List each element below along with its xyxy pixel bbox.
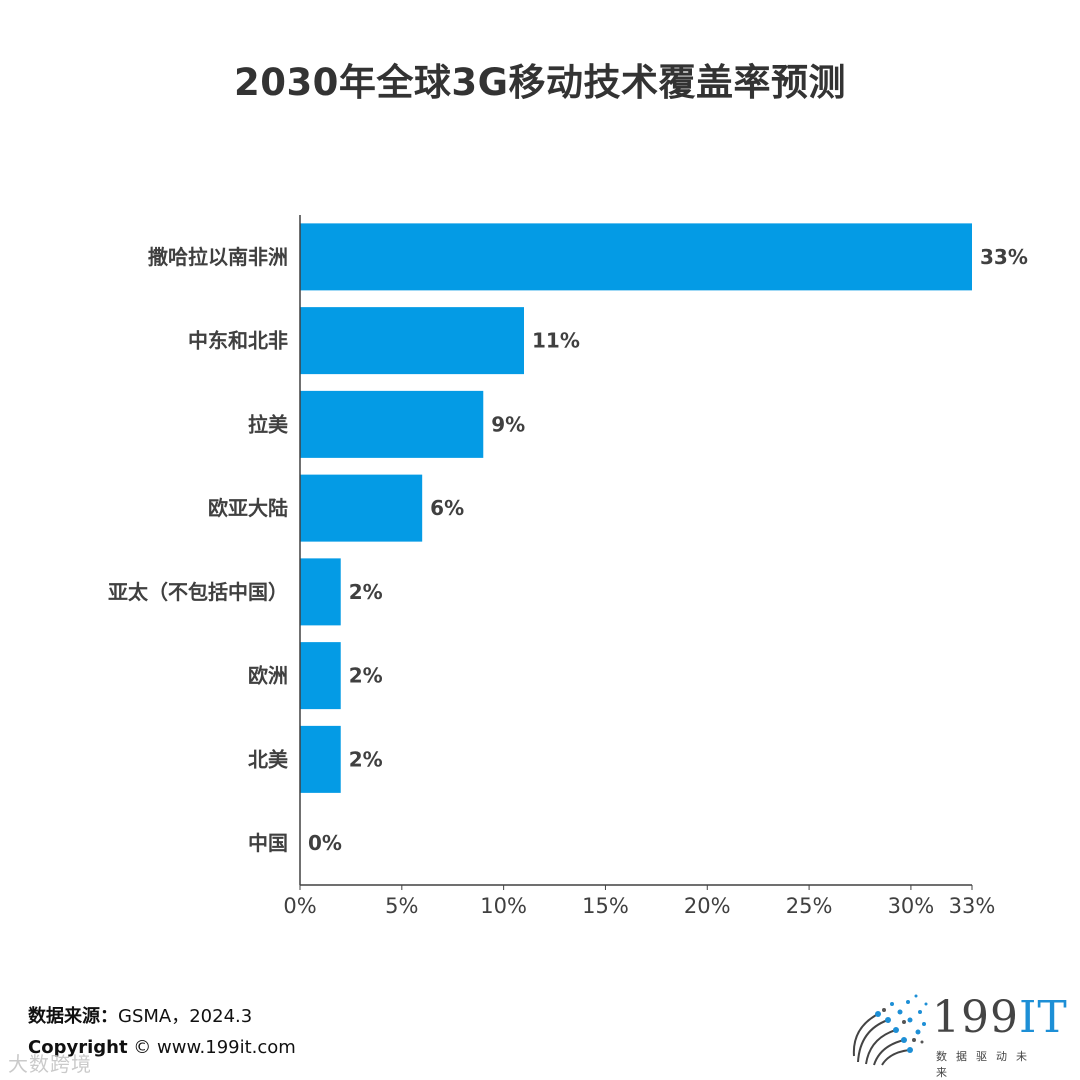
source-text: GSMA，2024.3	[118, 1006, 253, 1027]
value-label: 6%	[430, 496, 464, 520]
category-label: 欧亚大陆	[208, 496, 288, 520]
value-label: 9%	[491, 412, 525, 436]
bar-1	[300, 307, 524, 375]
logo-main-text: 199	[932, 992, 1019, 1043]
logo-tagline: 数据驱动未来	[936, 1050, 1036, 1079]
199it-logo: 199IT 数据驱动未来	[848, 990, 1067, 1079]
x-tick-label: 33%	[949, 894, 996, 918]
category-label: 拉美	[248, 412, 289, 436]
category-label: 撒哈拉以南非洲	[148, 245, 288, 269]
watermark-text: 大数跨境	[8, 1052, 92, 1076]
bar-2	[300, 390, 484, 458]
x-tick-label: 5%	[385, 894, 418, 918]
bar-6	[300, 725, 341, 793]
logo-wordmark: 199IT	[932, 992, 1068, 1043]
bar-3	[300, 474, 423, 542]
x-tick-label: 15%	[582, 894, 629, 918]
x-tick-label: 25%	[786, 894, 833, 918]
value-label: 2%	[349, 747, 383, 771]
bar-0	[300, 223, 972, 291]
logo-dots-icon	[852, 994, 928, 1066]
category-label: 欧洲	[248, 664, 288, 688]
value-label: 2%	[349, 580, 383, 604]
logo-accent-text: IT	[1018, 992, 1068, 1043]
chart-title: 2030年全球3G移动技术覆盖率预测	[233, 61, 847, 104]
value-label: 0%	[308, 831, 342, 855]
value-label: 11%	[532, 329, 580, 353]
category-label: 北美	[248, 747, 289, 771]
x-tick-label: 10%	[480, 894, 527, 918]
copyright: Copyright © www.199it.com	[28, 1037, 296, 1058]
copyright-text: © www.199it.com	[133, 1037, 296, 1058]
source-label: 数据来源：	[28, 1006, 118, 1027]
copyright-label: Copyright	[28, 1037, 128, 1058]
x-tick-label: 0%	[283, 894, 316, 918]
value-label: 2%	[349, 664, 383, 688]
x-tick-label: 20%	[684, 894, 731, 918]
data-source: 数据来源：GSMA，2024.3	[28, 1002, 252, 1028]
x-tick-label: 30%	[888, 894, 935, 918]
category-label: 中国	[248, 831, 288, 855]
bar-5	[300, 642, 341, 710]
value-label: 33%	[980, 245, 1028, 269]
category-label: 亚太（不包括中国）	[108, 580, 288, 604]
category-label: 中东和北非	[188, 329, 288, 353]
bar-4	[300, 558, 341, 626]
